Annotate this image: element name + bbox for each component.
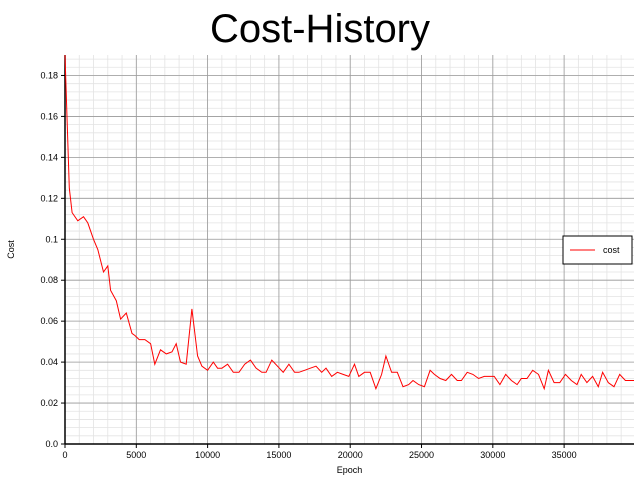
y-tick-label: 0.02 <box>40 398 58 408</box>
x-tick-label: 25000 <box>409 450 434 460</box>
y-tick-label: 0.18 <box>40 70 58 80</box>
y-tick-label: 0.1 <box>45 234 58 244</box>
y-tick-label: 0.14 <box>40 152 58 162</box>
x-tick-label: 5000 <box>126 450 146 460</box>
legend-label-cost: cost <box>603 245 620 255</box>
y-tick-label: 0.12 <box>40 193 58 203</box>
y-tick-label: 0.06 <box>40 316 58 326</box>
series-line-cost <box>64 54 634 391</box>
chart-title: Cost-History <box>209 7 431 51</box>
y-tick-label: 0.04 <box>40 357 58 367</box>
y-tick-label: 0.08 <box>40 275 58 285</box>
y-tick-label: 0.16 <box>40 111 58 121</box>
x-tick-label: 30000 <box>480 450 505 460</box>
x-tick-label: 0 <box>62 450 67 460</box>
x-tick-label: 35000 <box>552 450 577 460</box>
x-axis-title: Epoch <box>337 465 363 475</box>
x-tick-label: 10000 <box>195 450 220 460</box>
y-axis-title: Cost <box>6 240 16 259</box>
x-tick-label: 20000 <box>338 450 363 460</box>
y-tick-label: 0.0 <box>45 439 58 449</box>
x-tick-label: 15000 <box>266 450 291 460</box>
